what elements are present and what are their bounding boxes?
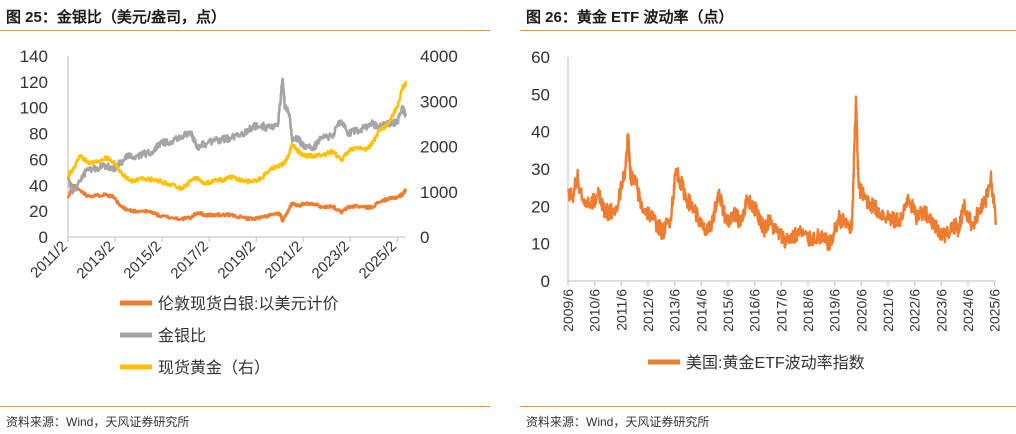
left-y-tick-label: 0 [39,228,48,247]
left-x-tick-label: 2023/2 [309,238,353,282]
right-x-tick-label: 2019/6 [827,289,843,332]
right-x-tick-label: 2014/6 [693,289,709,332]
right-chart-y-tick-label: 30 [531,160,550,179]
right-chart-y-tick-label: 20 [531,197,550,216]
right-chart-y-tick-label: 40 [531,123,550,142]
right-x-tick-label: 2022/6 [907,289,923,332]
right-x-tick-label: 2017/6 [773,289,789,332]
left-y-tick-label: 80 [29,125,48,144]
right-x-tick-label: 2012/6 [640,289,656,332]
right-x-tick-label: 2011/6 [613,289,629,331]
left-chart-svg: 0 20 40 60 80 100 120 140 0 1000 2000 3000 4000 2011/… [20,47,458,377]
left-x-tick-label: 2015/2 [120,238,164,282]
right-y-tick-label: 3000 [420,92,458,111]
right-x-tick-label: 2015/6 [720,289,736,332]
right-legend-label: 美国:黄金ETF波动率指数 [686,354,865,372]
right-x-tick-label: 2013/6 [667,289,683,332]
right-x-tick-label: 2023/6 [933,289,949,332]
left-x-tick-label: 2013/2 [73,238,117,282]
left-x-tick-label: 2025/2 [356,238,400,282]
right-chart-svg: 0 10 20 30 40 50 60 2009/6 2010/6 2011/6 2012/6 201… [531,48,1003,372]
left-y-tick-label: 120 [20,73,48,92]
left-title-rule [0,30,490,31]
right-x-tick-label: 2016/6 [747,289,763,332]
right-series-line [567,95,998,251]
left-series-line-2 [66,80,408,192]
left-y-tick-label: 40 [29,176,48,195]
right-x-tick-label: 2010/6 [587,289,603,332]
right-y-tick-label: 0 [420,228,429,247]
right-x-tick-label: 2018/6 [800,289,816,332]
right-bottom-rule [520,406,1016,407]
right-y-tick-label: 2000 [420,138,458,157]
left-x-tick-label: 2017/2 [167,238,211,282]
left-chart-panel: 图 25：金银比（美元/盎司，点） 0 20 40 60 80 100 120 140 0 100… [0,0,490,434]
right-x-tick-label: 2024/6 [960,289,976,332]
right-x-tick-label: 2020/6 [853,289,869,332]
left-source-note: 资料来源：Wind，天风证券研究所 [6,415,190,429]
right-y-tick-label: 4000 [420,47,458,66]
right-chart-y-tick-label: 50 [531,85,550,104]
left-bottom-rule [0,406,490,407]
left-y-tick-label: 100 [20,99,48,118]
left-legend-label: 金银比 [158,327,206,345]
right-chart-panel: 图 26：黄金 ETF 波动率（点） 0 10 20 30 40 50 60 2009/6 20… [520,0,1016,434]
left-series-line-0 [66,183,408,223]
left-series-line-1 [66,77,408,195]
right-source-note: 资料来源：Wind，天风证券研究所 [526,415,710,429]
right-chart-y-tick-label: 0 [541,272,550,291]
left-y-tick-label: 60 [29,150,48,169]
right-y-tick-label: 1000 [420,183,458,202]
left-x-tick-label: 2019/2 [215,238,259,282]
right-chart-title: 图 26：黄金 ETF 波动率（点） [526,9,734,26]
right-title-rule [520,30,1016,31]
left-y-tick-label: 140 [20,47,48,66]
right-chart-y-tick-label: 10 [531,235,550,254]
left-y-tick-label: 20 [29,202,48,221]
right-chart-y-tick-label: 60 [531,48,550,67]
right-x-tick-label: 2025/6 [987,289,1003,332]
left-legend-label: 现货黄金（右） [158,359,270,377]
right-x-tick-label: 2009/6 [560,289,576,332]
left-chart-title: 图 25：金银比（美元/盎司，点） [6,9,227,26]
right-x-tick-label: 2021/6 [880,289,896,332]
left-legend-label: 伦敦现货白银:以美元计价 [158,295,338,313]
left-x-tick-label: 2011/2 [27,238,71,282]
left-x-tick-label: 2021/2 [262,238,306,282]
